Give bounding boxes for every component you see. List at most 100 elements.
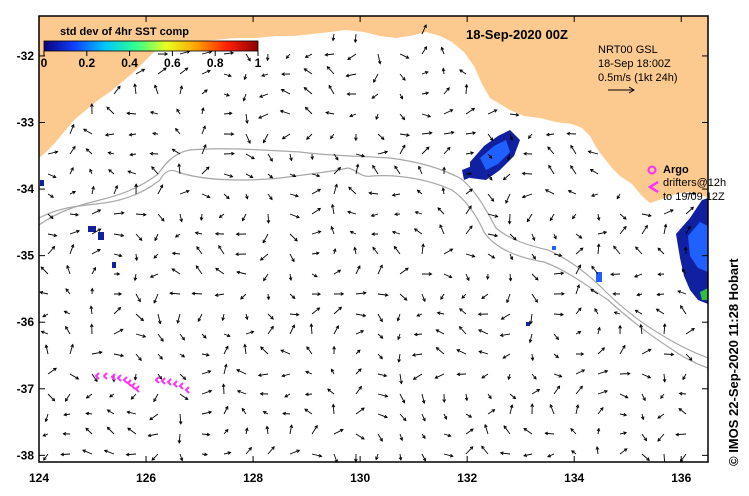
current-arrow [149,273,159,278]
current-arrow [157,67,167,75]
current-arrow [523,151,533,156]
colorbar-tick-label: 0.2 [78,56,95,70]
current-arrow [245,330,255,335]
lon-tick-label: 124 [29,471,49,485]
current-arrow [530,353,535,362]
current-arrow [418,165,423,175]
current-arrow [289,324,295,335]
current-arrow [373,73,379,83]
current-arrow [171,251,181,256]
current-arrow [464,83,469,95]
current-arrow [259,392,269,396]
current-arrow [201,144,207,155]
current-arrow [333,453,338,462]
current-arrow [487,109,498,115]
lat-tick-label: -38 [17,448,35,462]
current-arrow [372,246,379,255]
drifter-position [160,377,166,385]
current-arrow [267,173,274,179]
current-arrow [236,389,247,395]
current-arrow [456,349,467,355]
current-arrow [133,83,137,95]
current-arrow [484,423,489,435]
current-arrow [355,330,365,335]
current-arrow [179,213,183,223]
current-arrow [85,427,93,435]
current-arrow [281,373,291,378]
current-arrow [245,446,252,455]
current-arrow [106,106,115,115]
current-arrow [201,370,212,375]
current-arrow [333,183,338,195]
current-arrow [113,306,122,315]
current-arrow [179,333,186,341]
current-arrow [196,246,203,255]
current-arrow [678,391,687,396]
current-arrow [126,111,137,116]
current-arrow [391,230,401,235]
current-arrow [169,291,181,296]
current-arrow [377,313,383,323]
current-arrow [394,212,401,217]
current-arrow [355,291,367,295]
current-arrow [636,292,643,297]
current-arrow [258,113,269,119]
current-arrow [262,133,269,144]
current-arrow [47,393,56,402]
current-arrow [355,153,366,158]
current-arrow [218,213,225,219]
current-arrow [421,24,427,35]
current-arrow [89,323,94,335]
current-arrow [324,52,335,57]
current-arrow [591,265,599,275]
current-arrow [179,85,184,95]
current-arrow [218,245,225,255]
current-arrow [223,151,235,156]
current-arrow [42,433,49,437]
current-arrow [40,330,49,335]
current-arrow [443,130,455,135]
current-arrow [399,433,404,442]
current-arrow [83,128,93,135]
argo-marker [647,165,657,175]
current-arrow [289,293,296,300]
current-arrow [553,373,563,378]
current-arrow [619,371,631,376]
current-arrow [619,225,627,235]
current-arrow [113,353,125,358]
drifter-position [178,382,184,390]
current-arrow [65,288,71,295]
drifter-position [166,378,172,386]
current-arrow [441,187,446,195]
current-arrow [311,173,321,178]
current-arrow [303,68,313,75]
current-arrow [413,332,423,337]
current-arrow [151,453,159,461]
current-arrow [245,133,251,145]
current-arrow [597,347,606,355]
current-arrow [478,350,489,355]
current-arrow [201,69,211,75]
current-arrow [391,193,401,197]
current-arrow [284,393,291,398]
current-arrow [223,51,235,55]
current-arrow [331,368,335,375]
current-arrow [267,153,273,162]
current-arrow [459,308,467,315]
current-arrow [639,323,643,335]
current-arrow [177,433,182,444]
current-arrow [179,393,189,401]
current-arrow [306,346,313,355]
current-arrow [127,170,137,175]
current-arrow [377,353,383,360]
current-arrow [597,230,608,235]
current-arrow [157,313,162,325]
current-arrow [641,433,648,442]
current-arrow [311,453,323,458]
drifter-position [122,376,128,384]
current-arrow [439,224,445,235]
current-arrow [641,213,652,218]
current-arrow [440,46,445,55]
current-arrow [179,353,186,358]
current-arrow [619,344,626,355]
